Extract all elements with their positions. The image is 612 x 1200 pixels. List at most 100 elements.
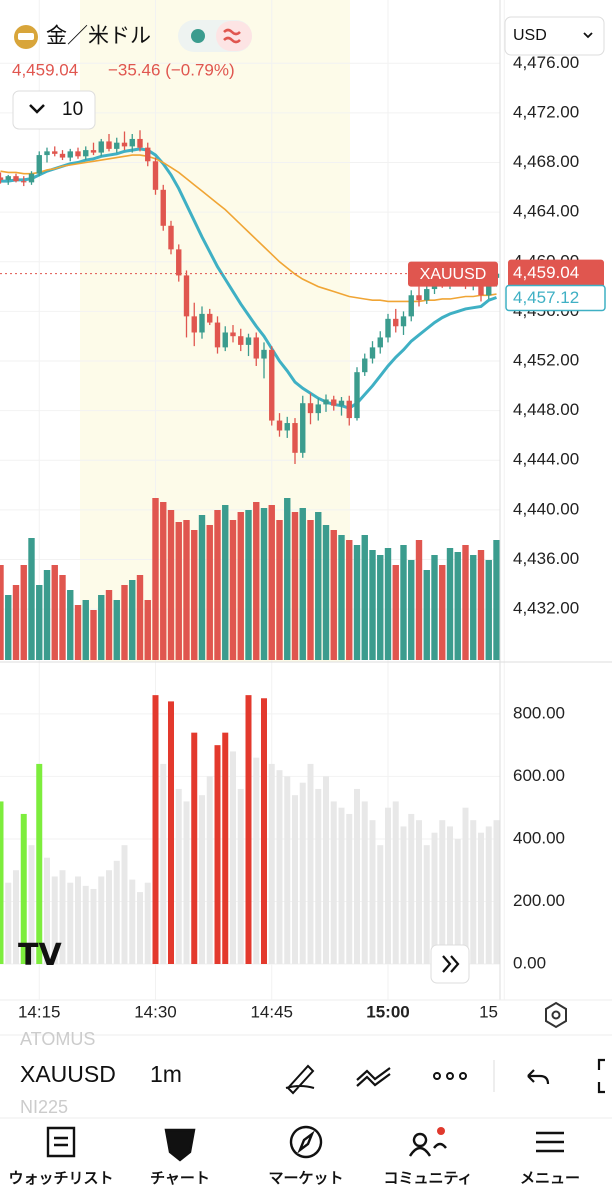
volume-bar <box>307 520 314 660</box>
candle-body <box>191 316 197 333</box>
nav-icon[interactable] <box>289 1125 323 1159</box>
candle-body <box>377 337 383 348</box>
y-tick-label: 4,472.00 <box>513 102 579 121</box>
indicator-bar <box>330 801 337 964</box>
y-tick-label: 4,452.00 <box>513 350 579 369</box>
candle-body <box>168 225 174 250</box>
indicator-bar <box>90 888 97 964</box>
symbol-name[interactable]: 金／米ドル <box>46 25 151 48</box>
notification-dot <box>437 1127 445 1135</box>
currency-dropdown[interactable] <box>504 16 605 56</box>
y-tick-label: 4,436.00 <box>513 549 579 568</box>
nav-icon[interactable] <box>164 1128 196 1162</box>
last-price: 4,459.04 <box>12 60 78 79</box>
candle-body <box>129 138 135 147</box>
fade <box>120 1058 134 1094</box>
volume-bar <box>462 545 469 660</box>
candle-body <box>261 349 267 359</box>
volume-bar <box>28 538 35 660</box>
volume-bar <box>222 505 229 660</box>
candle-body <box>338 400 345 406</box>
nav-icon[interactable] <box>536 1131 564 1153</box>
nav-label[interactable]: チャート <box>150 1170 210 1187</box>
indicator-bar <box>400 826 407 964</box>
indicator-bar <box>439 820 446 964</box>
volume-bar <box>36 585 43 660</box>
settings-icon-center <box>551 1010 561 1020</box>
double-chevron <box>442 955 460 973</box>
indicator-bar <box>36 763 43 964</box>
candle-body <box>307 403 314 414</box>
more-icon[interactable] <box>433 1072 467 1080</box>
nav-icon[interactable] <box>408 1132 447 1157</box>
indicator-icon[interactable] <box>356 1067 391 1087</box>
volume-bar <box>136 575 144 660</box>
indicator-bar <box>183 801 190 964</box>
indicator-bar <box>253 757 260 964</box>
candle-body <box>114 142 120 149</box>
candle-body <box>52 151 58 154</box>
volume-bar <box>454 552 461 660</box>
volume-bar <box>183 520 190 660</box>
nav-label[interactable]: コミュニティ <box>383 1170 472 1187</box>
indicator-bar <box>261 698 267 964</box>
toolbar-interval[interactable]: 1m <box>150 1061 182 1087</box>
y-tick-label: 4,464.00 <box>513 202 579 221</box>
indicator-bar <box>245 695 252 964</box>
indicator-bar <box>67 882 74 964</box>
candle-body <box>98 141 104 153</box>
volume-bar <box>384 548 392 660</box>
fullscreen-icon[interactable] <box>597 1058 605 1094</box>
moving-average-fast <box>0 147 497 410</box>
candle-body <box>13 176 19 182</box>
volume-bar <box>353 545 361 660</box>
candle-body <box>222 332 228 348</box>
tv-logo: 𝗧𝗩 <box>18 939 62 972</box>
nav-label[interactable]: ウォッチリスト <box>8 1170 113 1187</box>
y-tick-label: 600.00 <box>513 766 565 785</box>
nav-label[interactable]: マーケット <box>268 1170 343 1187</box>
volume-bar <box>260 508 268 660</box>
candle-body <box>253 337 259 359</box>
volume-bar <box>415 540 423 660</box>
draw-icon[interactable] <box>285 1064 315 1095</box>
indicator-bar <box>44 857 50 964</box>
volume-bar <box>338 535 345 660</box>
indicator-bar <box>28 845 35 964</box>
volume-bar <box>229 520 237 660</box>
candle-body <box>408 295 414 317</box>
indicator-bar <box>292 795 298 964</box>
y-tick-label: 200.00 <box>513 891 565 910</box>
nav-icon[interactable] <box>46 1126 76 1158</box>
volume-bar <box>369 550 376 660</box>
volume-bar <box>198 515 206 660</box>
candle-body <box>137 138 143 148</box>
candle-body <box>245 337 252 345</box>
candle-body <box>83 150 89 157</box>
indicator-bar <box>361 801 368 964</box>
volume-bar <box>121 585 128 660</box>
volume-bar <box>206 525 213 660</box>
volume-bar <box>67 590 74 660</box>
indicator-bar <box>493 820 500 964</box>
indicator-bar <box>160 763 167 964</box>
volume-bar <box>59 575 66 660</box>
candle-body <box>292 423 298 453</box>
volume-bar <box>51 565 58 660</box>
undo-icon[interactable] <box>527 1069 550 1085</box>
candle-body <box>176 249 182 276</box>
y-tick-label: 800.00 <box>513 703 565 722</box>
indicator-bar <box>299 782 306 964</box>
nav-label[interactable]: メニュー <box>520 1170 580 1187</box>
candle-body <box>331 399 337 406</box>
indicator-bar <box>51 876 58 964</box>
volume-bar <box>214 510 221 660</box>
x-tick-label: 15 <box>479 1002 498 1021</box>
settings-icon[interactable] <box>545 1001 567 1029</box>
indicator-bar <box>168 701 174 964</box>
interval-dropdown[interactable] <box>12 90 96 130</box>
volume-bar <box>74 605 82 660</box>
candle-body <box>160 189 166 226</box>
volume-bar <box>477 550 485 660</box>
toolbar-symbol[interactable]: XAUUSD <box>20 1061 116 1087</box>
